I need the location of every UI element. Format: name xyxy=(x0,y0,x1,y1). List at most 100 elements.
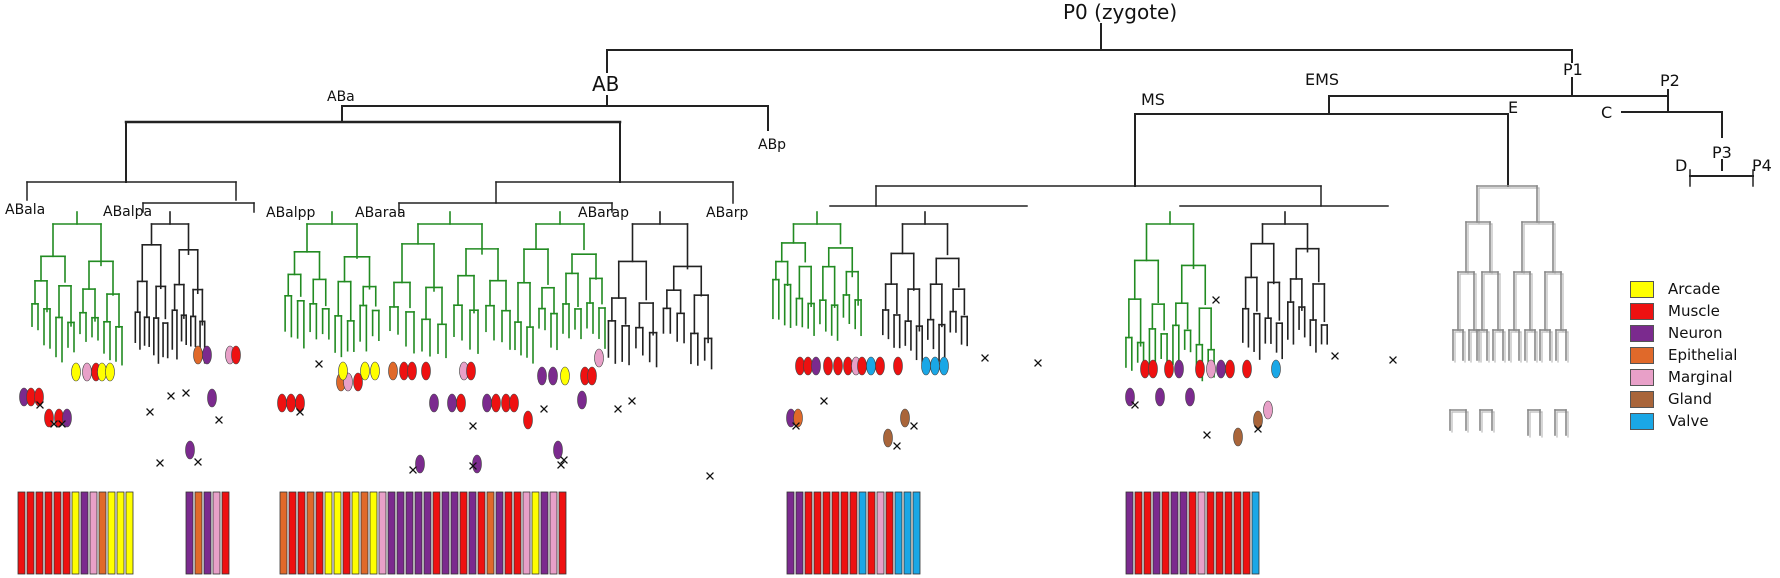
legend-item-marginal: Marginal xyxy=(1630,366,1737,388)
death-cross-icon xyxy=(469,422,477,430)
label-e: E xyxy=(1508,98,1519,117)
legend-label: Valve xyxy=(1668,412,1709,430)
leaf-cell-valve xyxy=(866,356,876,376)
label-abala: ABala xyxy=(5,202,46,218)
leaf-cell-arcade xyxy=(97,362,107,382)
cell-type-bar-marginal xyxy=(89,491,98,575)
legend-item-muscle: Muscle xyxy=(1630,300,1737,322)
legend-item-valve: Valve xyxy=(1630,410,1737,432)
cell-type-bar-muscle xyxy=(1161,491,1170,575)
cell-type-bar-marginal xyxy=(876,491,885,575)
death-cross-icon xyxy=(409,466,417,474)
leaf-cell-neuron xyxy=(811,356,821,376)
cell-type-bar-valve xyxy=(858,491,867,575)
leaf-cell-valve xyxy=(939,356,949,376)
leaf-cell-muscle xyxy=(833,356,843,376)
leaf-cell-muscle xyxy=(277,393,287,413)
leaf-cell-epithelial xyxy=(193,345,203,365)
label-p4: P4 xyxy=(1752,156,1772,175)
leaf-cell-neuron xyxy=(447,393,457,413)
death-cross-icon xyxy=(58,420,66,428)
cell-type-bar-muscle xyxy=(342,491,351,575)
leaf-cell-muscle xyxy=(1242,359,1252,379)
cell-type-bar-arcade xyxy=(116,491,125,575)
leaf-cell-neuron xyxy=(482,393,492,413)
legend-label: Muscle xyxy=(1668,302,1720,320)
death-cross-icon xyxy=(893,442,901,450)
cell-type-bar-marginal xyxy=(522,491,531,575)
cell-type-bar-muscle xyxy=(831,491,840,575)
cell-type-bar-muscle xyxy=(1206,491,1215,575)
cell-type-bar-muscle xyxy=(35,491,44,575)
leaf-cell-neuron xyxy=(1216,359,1226,379)
leaf-cell-gland xyxy=(883,428,893,448)
cell-type-bar-muscle xyxy=(1134,491,1143,575)
cell-type-bar-arcade xyxy=(369,491,378,575)
cell-type-bar-epithelial xyxy=(279,491,288,575)
cell-type-bar-neuron xyxy=(795,491,804,575)
leaf-cell-epithelial xyxy=(793,408,803,428)
cell-type-bar-muscle xyxy=(804,491,813,575)
leaf-cell-muscle xyxy=(795,356,805,376)
cell-type-bar-arcade xyxy=(71,491,80,575)
death-cross-icon xyxy=(315,360,323,368)
death-cross-icon xyxy=(628,397,636,405)
label-p2: P2 xyxy=(1660,71,1680,90)
cell-type-bar-muscle xyxy=(1224,491,1233,575)
cell-type-bar-muscle xyxy=(1242,491,1251,575)
cell-type-bar-valve xyxy=(894,491,903,575)
cell-type-bar-marginal xyxy=(549,491,558,575)
cell-type-bar-muscle xyxy=(867,491,876,575)
death-cross-icon xyxy=(1203,431,1211,439)
leaf-cell-muscle xyxy=(26,387,36,407)
leaf-cell-muscle xyxy=(1140,359,1150,379)
muscle-swatch xyxy=(1630,302,1654,320)
cell-type-bar-muscle xyxy=(459,491,468,575)
leaf-cell-arcade xyxy=(105,362,115,382)
leaf-cell-muscle xyxy=(1225,359,1235,379)
cell-type-bar-neuron xyxy=(387,491,396,575)
leaf-cell-neuron xyxy=(472,454,482,474)
death-cross-icon xyxy=(1254,425,1262,433)
leaf-cell-muscle xyxy=(1164,359,1174,379)
cell-type-bar-muscle xyxy=(504,491,513,575)
leaf-cell-marginal xyxy=(1263,400,1273,420)
leaf-cell-marginal xyxy=(82,362,92,382)
cell-type-bar-valve xyxy=(912,491,921,575)
cell-type-bar-muscle xyxy=(849,491,858,575)
leaf-cell-muscle xyxy=(456,393,466,413)
cell-type-bar-muscle xyxy=(62,491,71,575)
death-cross-icon xyxy=(469,462,477,470)
cell-type-bar-arcade xyxy=(351,491,360,575)
leaf-cell-neuron xyxy=(1174,359,1184,379)
cell-type-bar-neuron xyxy=(396,491,405,575)
arcade-swatch xyxy=(1630,280,1654,298)
legend-label: Arcade xyxy=(1668,280,1721,298)
label-aba: ABa xyxy=(327,89,355,105)
death-cross-icon xyxy=(706,472,714,480)
leaf-cell-neuron xyxy=(537,366,547,386)
cell-type-bar-muscle xyxy=(513,491,522,575)
cell-type-bar-muscle xyxy=(432,491,441,575)
leaf-cell-neuron xyxy=(1155,387,1165,407)
cell-type-bar-arcade xyxy=(125,491,134,575)
leaf-cell-marginal xyxy=(1206,359,1216,379)
label-p1: P1 xyxy=(1563,60,1583,79)
leaf-cell-epithelial xyxy=(388,361,398,381)
legend-item-arcade: Arcade xyxy=(1630,278,1737,300)
label-abaraa: ABaraa xyxy=(355,205,406,221)
death-cross-icon xyxy=(1212,296,1220,304)
leaf-cell-muscle xyxy=(823,356,833,376)
leaf-cell-neuron xyxy=(415,454,425,474)
cell-type-bar-neuron xyxy=(203,491,212,575)
legend-item-gland: Gland xyxy=(1630,388,1737,410)
marginal-swatch xyxy=(1630,368,1654,386)
leaf-cell-muscle xyxy=(1195,359,1205,379)
leaf-cell-muscle xyxy=(803,356,813,376)
cell-type-bar-muscle xyxy=(813,491,822,575)
leaf-cell-muscle xyxy=(286,393,296,413)
leaf-cell-muscle xyxy=(587,366,597,386)
cell-type-bar-neuron xyxy=(1179,491,1188,575)
cell-type-bar-muscle xyxy=(44,491,53,575)
